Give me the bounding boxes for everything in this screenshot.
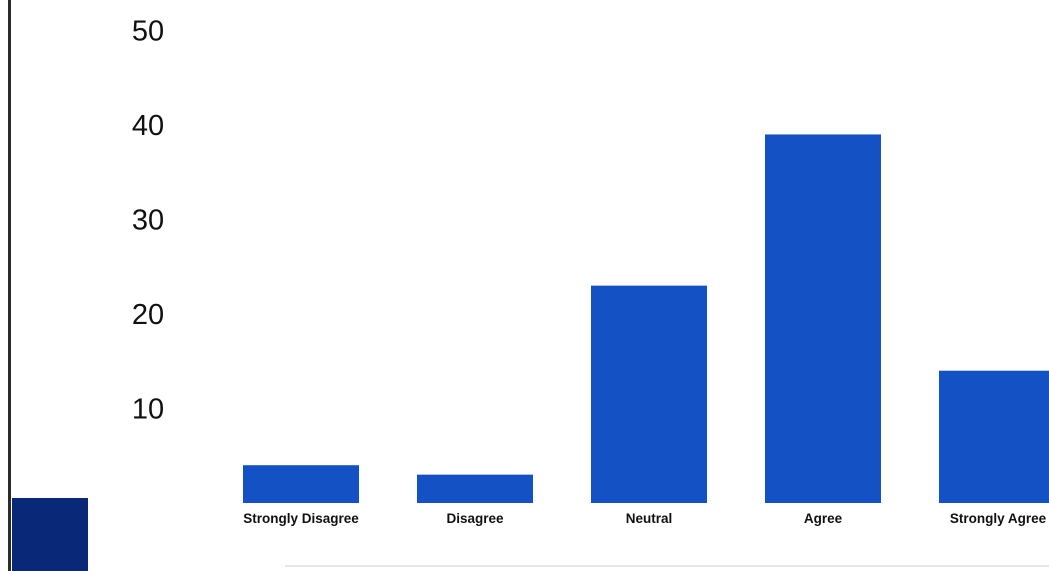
x-category-label: Agree bbox=[804, 511, 843, 526]
bar-disagree bbox=[417, 474, 533, 503]
y-tick-label: 20 bbox=[132, 299, 164, 331]
x-category-label: Neutral bbox=[626, 511, 673, 526]
y-axis-ticks: 10 20 30 40 50 bbox=[132, 16, 164, 426]
corner-color-block bbox=[12, 498, 88, 571]
x-axis-labels: Strongly Disagree Disagree Neutral Agree Str… bbox=[243, 511, 1046, 526]
bar-agree bbox=[765, 134, 881, 503]
bars-group bbox=[243, 134, 1049, 503]
y-tick-label: 40 bbox=[132, 110, 164, 142]
bar-strongly-disagree bbox=[243, 465, 359, 503]
y-tick-label: 30 bbox=[132, 205, 164, 237]
bottom-rule-line bbox=[285, 565, 1049, 567]
x-category-label: Strongly Agree bbox=[950, 511, 1047, 526]
x-category-label: Strongly Disagree bbox=[243, 511, 359, 526]
x-category-label: Disagree bbox=[446, 511, 504, 526]
bar-neutral bbox=[591, 285, 707, 503]
y-tick-label: 10 bbox=[132, 394, 164, 426]
bar-strongly-agree bbox=[939, 370, 1049, 503]
left-border-line bbox=[8, 0, 11, 571]
y-tick-label: 50 bbox=[132, 16, 164, 48]
